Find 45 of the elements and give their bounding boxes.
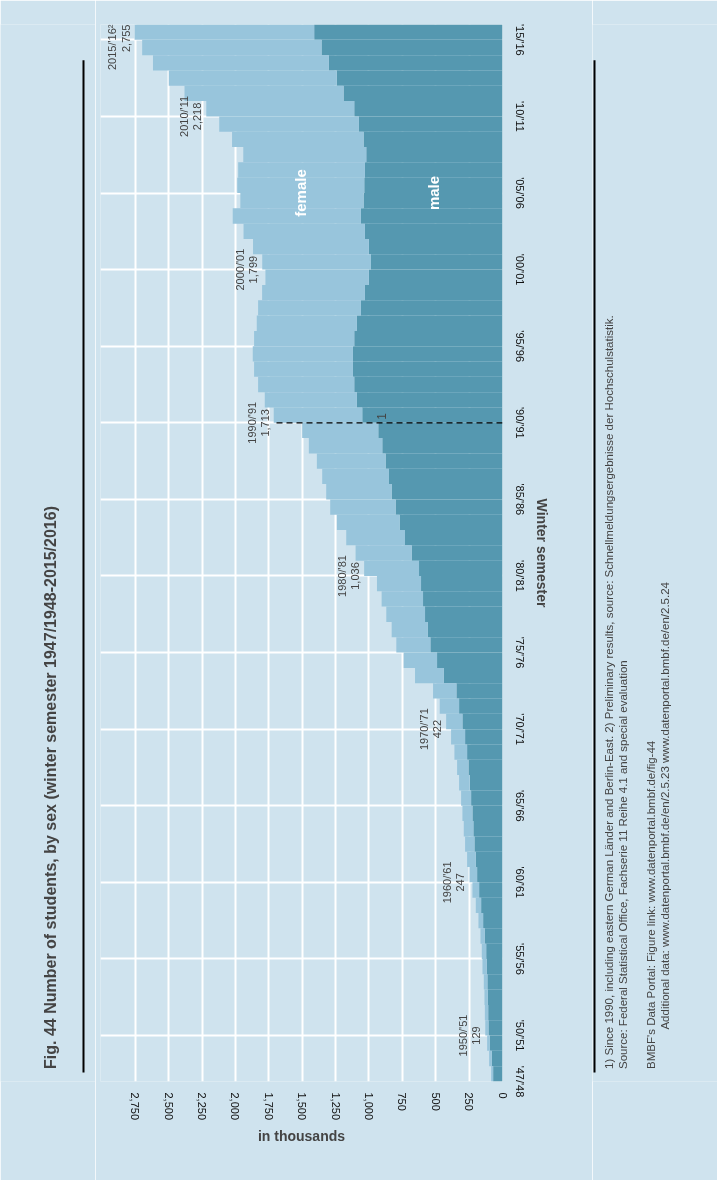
x-tick-label: 2,500 bbox=[162, 1092, 175, 1121]
x-tick-label: 2,750 bbox=[129, 1092, 142, 1121]
x-tick-label: 1,500 bbox=[296, 1092, 309, 1121]
x-tick-label: 2,250 bbox=[196, 1092, 208, 1121]
x-tick-label: 500 bbox=[429, 1092, 442, 1111]
y-tick-label: '00/'01 bbox=[513, 253, 526, 286]
annotation: 1970/'71 422 bbox=[417, 708, 444, 751]
y-tick-label: '65/'66 bbox=[513, 789, 526, 822]
y-tick-label: '05/'06 bbox=[513, 177, 526, 209]
series-label: male bbox=[424, 175, 442, 211]
y-tick-label: '90/'91 bbox=[513, 406, 526, 439]
x-tick-label: 250 bbox=[463, 1092, 476, 1111]
text: Fig. 44 Number of students, by sex (winter semester 1947/1948-2015/2016) bbox=[41, 506, 59, 1069]
x-tick-label: 2,000 bbox=[229, 1092, 242, 1121]
x-tick-label: 750 bbox=[396, 1092, 409, 1111]
x-tick-label: 0 bbox=[496, 1092, 509, 1099]
y-tick-label: '85/'86 bbox=[513, 483, 526, 516]
text: BMBF's Data Portal: Figure link: www.datenportal.bmbf.de/fig-44 bbox=[644, 740, 657, 1069]
annotation: 2015/'16² 2,755 bbox=[106, 24, 132, 71]
series-label: female bbox=[292, 169, 310, 217]
text: 1) Since 1990, including eastern German Länder and Berlin-East. 2) Preliminary results, source: Schnellmeldungsergebnisse der Hochschulstatistik. bbox=[602, 315, 615, 1069]
y-tick-label: '75/'76 bbox=[513, 636, 526, 669]
y-tick-label: '60/'61 bbox=[513, 866, 526, 899]
y-tick-label: '47/'48 bbox=[513, 1065, 526, 1098]
x-tick-label: 1,250 bbox=[329, 1092, 342, 1121]
annotation: 1 bbox=[375, 412, 390, 420]
y-tick-label: '95/'96 bbox=[513, 330, 526, 363]
y-axis-title: Winter semester bbox=[533, 498, 550, 608]
y-tick-label: '70/'71 bbox=[513, 713, 526, 746]
x-tick-label: 1,750 bbox=[262, 1092, 275, 1121]
annotation: 1990/'91 1,713 bbox=[245, 401, 271, 444]
y-tick-label: '15/'16 bbox=[513, 23, 526, 56]
annotation: 1960/'61 247 bbox=[441, 861, 467, 904]
text: Additional data: www.datenportal.bmbf.de/en/2.5.23 www.datenportal.bmbf.de/en/2.5.24 bbox=[658, 581, 671, 1030]
y-tick-label: '50/'51 bbox=[513, 1019, 526, 1052]
x-tick-label: 1,000 bbox=[362, 1092, 375, 1121]
annotation: 1980/'81 1,036 bbox=[335, 555, 362, 597]
annotation: 2000/'01 1,799 bbox=[234, 248, 260, 291]
x-axis-title: in thousands bbox=[257, 1128, 346, 1145]
y-tick-label: '55/'56 bbox=[513, 943, 526, 975]
annotation: 1950/'51 129 bbox=[457, 1014, 483, 1057]
y-tick-label: '10/'11 bbox=[513, 100, 526, 132]
source-note: Source: Federal Statistical Office, Fachserie 11 Reihe 4.1 and special evaluation bbox=[616, 660, 629, 1069]
annotation: 2010/'11 2,218 bbox=[178, 95, 204, 137]
y-tick-label: '80/'81 bbox=[513, 560, 526, 592]
